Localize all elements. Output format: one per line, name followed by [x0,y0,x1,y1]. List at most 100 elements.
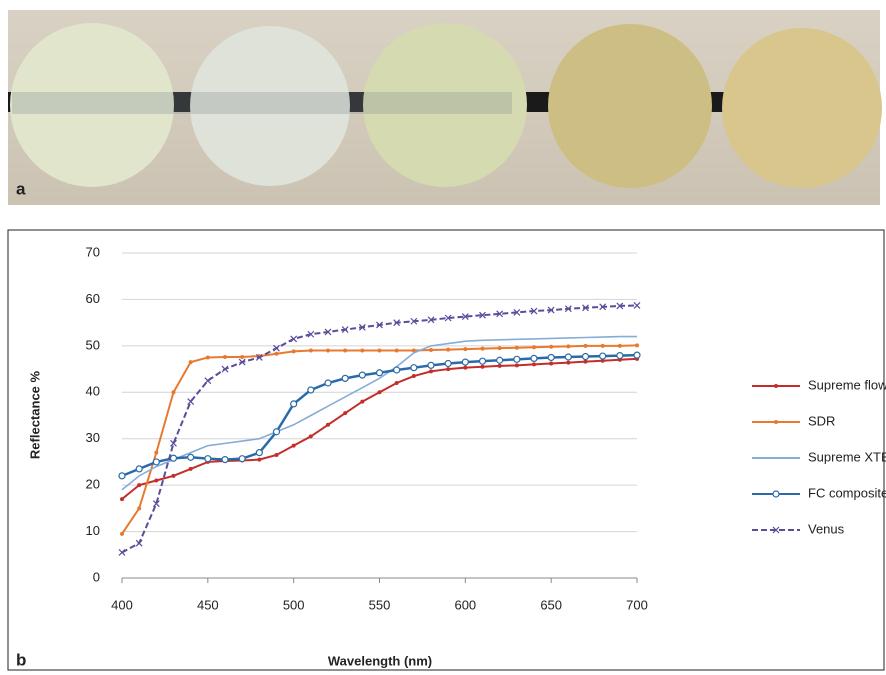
point [326,422,330,427]
point [238,455,246,463]
point [547,353,555,362]
point [326,348,330,353]
point [377,348,382,353]
point [221,456,229,464]
point [274,351,279,356]
panel-label: a [16,179,26,198]
legend-label: FC composite [808,485,886,500]
point [358,323,366,331]
point [411,348,416,353]
point [599,303,607,311]
point [497,346,502,351]
point [463,347,468,352]
point [446,367,451,372]
y-tick-label: 20 [86,477,100,492]
series-line [121,304,638,554]
point [135,539,143,547]
point [583,343,588,348]
point [120,531,124,536]
point [427,361,435,369]
point [324,328,332,336]
point [255,354,263,361]
point [290,335,298,343]
point [118,472,126,480]
point [633,302,641,309]
point [772,526,780,534]
point [480,346,485,351]
point [461,313,469,321]
point [393,319,401,327]
point [221,365,229,373]
point [480,364,485,369]
point [530,354,538,362]
point [343,348,348,353]
point [204,377,212,385]
point [514,363,519,368]
point [410,317,418,325]
point [376,321,383,329]
point [238,358,246,366]
point [429,348,433,353]
x-tick-label: 650 [540,597,562,612]
series-line [121,357,638,500]
point [307,386,315,394]
point [444,314,452,322]
point [429,369,433,374]
x-tick-label: 500 [283,597,305,612]
point [257,457,262,462]
point [240,355,245,359]
point [444,359,452,368]
point [599,352,607,360]
point [307,330,315,338]
point [446,347,451,352]
point [600,343,605,348]
y-tick-label: 0 [93,569,100,584]
point [393,366,401,374]
point [291,443,296,448]
point [774,384,778,388]
point [360,348,365,353]
point [532,362,536,367]
point [617,343,622,348]
x-axis-title: Wavelength (nm) [328,653,432,668]
point [410,364,418,372]
x-tick-label: 400 [111,597,133,612]
point [204,455,212,463]
point [343,411,348,416]
point [154,478,159,483]
legend-label: Supreme flow XT [808,377,886,392]
point [324,379,332,387]
y-axis-title: Reflectance % [27,370,42,459]
point [120,497,124,502]
legend-label: Venus [808,521,845,536]
point [188,360,193,365]
point [360,399,365,404]
x-tick-label: 450 [197,597,219,612]
point [600,358,605,363]
point [461,358,469,366]
point [205,355,210,360]
point [530,307,538,315]
point [377,390,382,395]
point [547,306,555,314]
point [513,309,521,316]
legend-label: Supreme XTE [808,449,886,464]
point [497,363,502,368]
point [169,454,178,462]
point [341,326,349,334]
point [549,344,554,349]
point [463,365,468,370]
point [170,439,177,447]
point [496,356,504,364]
point [118,549,126,556]
point [635,343,639,348]
point [188,466,193,471]
point [514,345,519,350]
series-line [121,335,637,491]
point [478,357,487,365]
point [564,305,572,313]
point [583,359,588,364]
point [549,361,554,366]
point [341,374,349,382]
